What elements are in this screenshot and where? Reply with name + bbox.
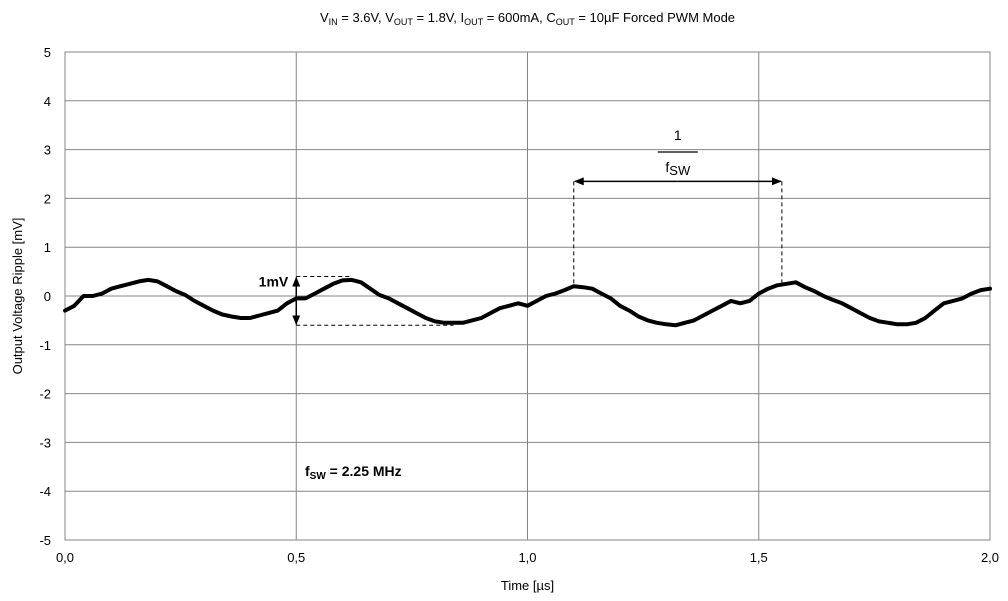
fsw-value: = 2.25 MHz <box>326 463 402 479</box>
period-numerator: 1 <box>674 127 682 143</box>
fsw-main: f <box>305 463 310 479</box>
y-tick-label: -1 <box>39 338 51 353</box>
chart-title: VIN = 3.6V, VOUT = 1.8V, IOUT = 600mA, C… <box>320 10 735 27</box>
title-subscript: OUT <box>556 17 576 27</box>
fsw-label: fSW = 2.25 MHz <box>305 463 402 482</box>
y-tick-label: 4 <box>44 94 51 109</box>
x-tick-label: 1,0 <box>518 550 536 565</box>
title-subscript: OUT <box>464 17 484 27</box>
title-segment: V <box>320 10 329 25</box>
title-subscript: OUT <box>394 17 414 27</box>
title-segment: = 600mA, C <box>483 10 556 25</box>
plot-frame <box>64 51 991 541</box>
y-tick-label: -4 <box>39 484 51 499</box>
y-tick-label: -5 <box>39 533 51 548</box>
y-tick-label: -3 <box>39 435 51 450</box>
y-axis-label: Output Voltage Ripple [mV] <box>10 218 25 375</box>
title-subscript: IN <box>329 17 338 27</box>
title-text: VIN = 3.6V, VOUT = 1.8V, IOUT = 600mA, C… <box>320 10 735 27</box>
title-segment: = 3.6V, V <box>338 10 395 25</box>
x-tick-labels: 0,0 0,5 1,0 1,5 2,0 <box>56 550 999 565</box>
x-tick-label: 1,5 <box>750 550 768 565</box>
y-tick-label: 3 <box>44 143 51 158</box>
ripple-series-line <box>63 277 992 328</box>
period-denominator: fSW <box>665 159 691 178</box>
period-denominator-sub: SW <box>669 163 691 178</box>
fsw-sub: SW <box>310 471 327 482</box>
title-segment: = 10µF Forced PWM Mode <box>575 10 735 25</box>
y-tick-label: -2 <box>39 387 51 402</box>
x-tick-label: 0,5 <box>287 550 305 565</box>
y-tick-label: 2 <box>44 191 51 206</box>
y-tick-label: 0 <box>44 289 51 304</box>
ripple-label: 1mV <box>259 273 289 289</box>
x-tick-label: 2,0 <box>981 550 999 565</box>
series-lines <box>63 277 992 328</box>
y-tick-labels: 5 4 3 2 1 0 -1 -2 -3 -4 -5 <box>39 45 51 548</box>
grid <box>64 51 991 541</box>
x-tick-label: 0,0 <box>56 550 74 565</box>
period-denominator-main: f <box>665 159 669 175</box>
x-axis-label: Time [µs] <box>501 578 554 593</box>
y-tick-label: 1 <box>44 240 51 255</box>
y-tick-label: 5 <box>44 45 51 60</box>
title-segment: = 1.8V, I <box>413 10 464 25</box>
